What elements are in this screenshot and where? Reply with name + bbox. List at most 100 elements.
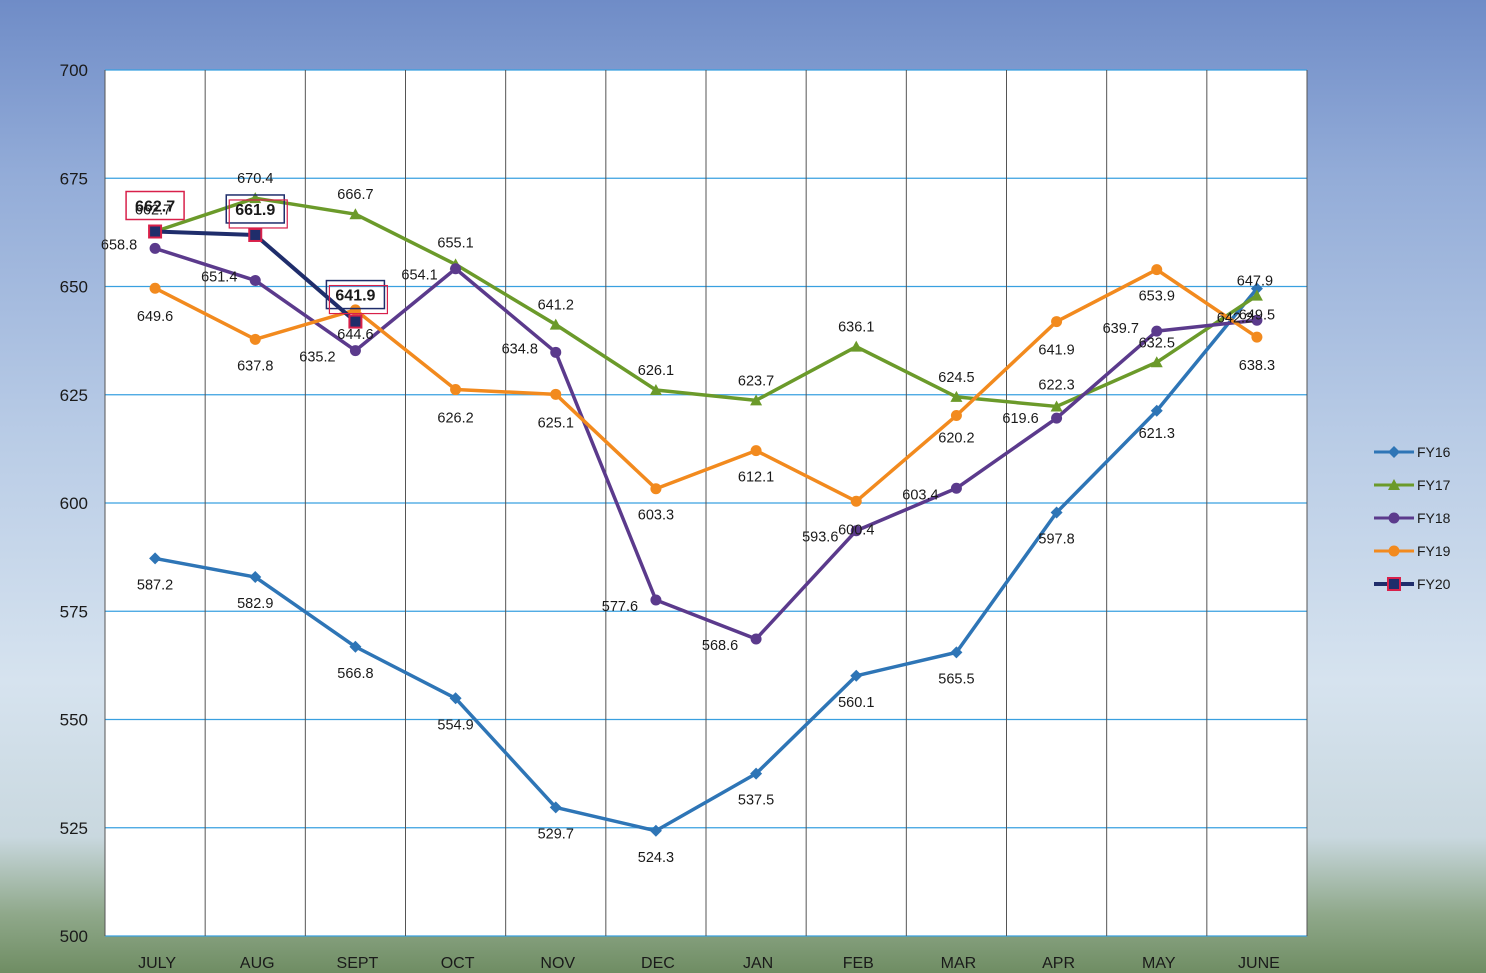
data-point-fy16 <box>649 824 662 837</box>
data-label-fy16: 566.8 <box>337 666 373 682</box>
data-label-fy18: 642.2 <box>1217 310 1253 326</box>
legend-marker <box>1387 577 1401 591</box>
data-label-fy20: 662.7 <box>135 199 175 216</box>
x-tick-label: JAN <box>743 955 773 972</box>
data-label-fy18: 619.6 <box>1002 411 1038 427</box>
data-label-fy19: 600.4 <box>838 522 874 538</box>
series-markers <box>148 192 1263 837</box>
x-tick-label: SEPT <box>337 955 379 972</box>
data-point-fy19 <box>450 384 462 396</box>
data-point-fy17 <box>950 390 963 402</box>
series-line-fy17 <box>154 196 1258 409</box>
data-label-fy19: 637.8 <box>237 358 273 374</box>
data-label-fy19: 612.1 <box>738 470 774 486</box>
data-label-fy16: 597.8 <box>1038 532 1074 548</box>
data-point-fy17 <box>1250 289 1263 301</box>
data-label-fy16: 649.5 <box>1239 308 1275 324</box>
data-point-fy18 <box>1251 314 1263 326</box>
y-tick-label: 550 <box>60 711 88 730</box>
series-line-fy18 <box>154 246 1258 641</box>
data-label-fy16: 554.9 <box>437 717 473 733</box>
legend-label-fy17: FY17 <box>1417 477 1451 493</box>
legend-label-fy20: FY20 <box>1417 576 1451 592</box>
data-point-fy18 <box>650 594 662 606</box>
x-tick-label: MAR <box>941 955 977 972</box>
data-label-fy18: 593.6 <box>802 530 838 546</box>
data-point-fy18 <box>950 482 962 494</box>
y-tick-label: 650 <box>60 278 88 297</box>
data-label-fy18: 577.6 <box>602 599 638 615</box>
legend-marker <box>1388 545 1400 557</box>
legend-label-fy16: FY16 <box>1417 444 1451 460</box>
legend: FY16 FY17 FY18 FY19 FY20 <box>1374 444 1451 592</box>
data-point-fy18 <box>349 345 361 357</box>
series-line-fy16 <box>154 287 1259 833</box>
data-point-fy20 <box>248 227 263 242</box>
x-tick-label: FEB <box>843 955 874 972</box>
legend-label-fy19: FY19 <box>1417 543 1451 559</box>
data-label-fy17: 626.1 <box>638 363 674 379</box>
data-point-fy16 <box>349 640 362 653</box>
data-point-fy16 <box>449 692 462 705</box>
gridlines <box>104 69 1308 937</box>
y-tick-label: 625 <box>60 386 88 405</box>
data-label-fy17: 647.9 <box>1237 274 1273 290</box>
data-label-fy17: 623.7 <box>738 373 774 389</box>
data-label-fy19: 620.2 <box>938 431 974 447</box>
y-tick-label: 675 <box>60 169 88 188</box>
data-label-box <box>325 279 386 310</box>
data-label-fy18: 603.4 <box>902 487 938 503</box>
series-lines <box>154 196 1259 833</box>
data-point-fy16 <box>249 571 262 584</box>
data-point-fy18 <box>1151 325 1163 337</box>
data-label-fy16: 529.7 <box>538 826 574 842</box>
data-point-fy17 <box>750 394 763 406</box>
y-tick-label: 575 <box>60 602 88 621</box>
x-tick-label: OCT <box>441 955 475 972</box>
data-point-fy17 <box>349 208 362 220</box>
data-label-fy19: 638.3 <box>1239 358 1275 374</box>
data-point-fy19 <box>1151 264 1163 276</box>
data-label-fy17: 632.5 <box>1139 335 1175 351</box>
data-label-fy16: 537.5 <box>738 793 774 809</box>
data-label-fy17: 622.3 <box>1038 377 1074 393</box>
data-label-box <box>228 199 288 229</box>
data-point-fy19 <box>1251 331 1263 343</box>
data-label-box <box>225 194 285 224</box>
data-label-fy18: 658.8 <box>101 237 137 253</box>
legend-marker <box>1388 446 1400 458</box>
data-point-fy20 <box>348 314 363 329</box>
data-point-fy20 <box>148 224 163 239</box>
legend-marker <box>1388 479 1400 490</box>
x-tick-label: APR <box>1042 955 1075 972</box>
data-labels: 587.2 582.9 566.8 554.9 529.7 524.3 537.5 560.1… <box>101 171 1275 866</box>
legend-label-fy18: FY18 <box>1417 510 1451 526</box>
data-point-fy16 <box>1050 506 1063 519</box>
data-point-fy17 <box>1150 356 1163 368</box>
data-label-fy17: 670.4 <box>237 171 273 187</box>
data-label-fy20: 661.9 <box>235 202 275 219</box>
data-point-fy16 <box>549 801 562 814</box>
data-label-fy19: 649.6 <box>137 309 173 325</box>
data-point-fy18 <box>450 263 462 275</box>
data-label-fy16: 560.1 <box>838 695 874 711</box>
x-tick-label: MAY <box>1142 955 1176 972</box>
y-tick-label: 500 <box>60 927 88 946</box>
data-point-fy17 <box>649 383 662 395</box>
x-tick-label: AUG <box>240 955 275 972</box>
data-label-fy18: 635.2 <box>299 350 335 366</box>
x-tick-label: DEC <box>641 955 675 972</box>
data-label-fy19: 626.2 <box>437 411 473 427</box>
data-point-fy19 <box>1051 316 1063 328</box>
data-label-fy17: 641.2 <box>538 298 574 314</box>
data-label-fy17: 655.1 <box>437 235 473 251</box>
data-label-fy19: 641.9 <box>1038 343 1074 359</box>
data-label-box <box>328 284 389 315</box>
data-point-fy19 <box>850 495 862 507</box>
data-point-fy19 <box>650 483 662 495</box>
data-point-fy17 <box>549 318 562 330</box>
data-label-fy18: 651.4 <box>201 269 237 285</box>
series-line-fy19 <box>154 267 1258 504</box>
